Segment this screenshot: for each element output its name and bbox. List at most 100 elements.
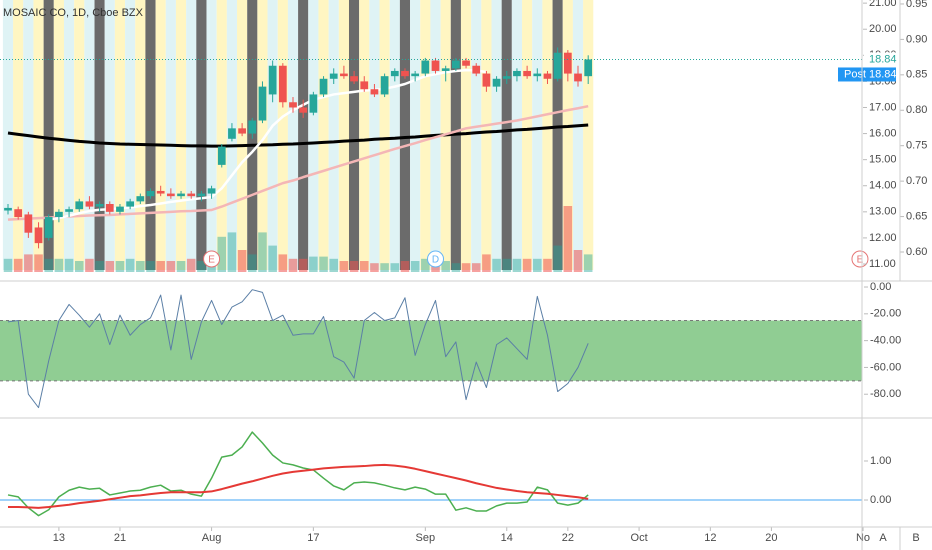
volume-bar [105, 261, 115, 272]
y-tick-label: 15.00 [869, 154, 897, 166]
y-tick-label: 0.65 [906, 210, 927, 222]
candle-body [207, 188, 216, 194]
volume-bar [248, 254, 257, 272]
volume-bar [186, 258, 196, 272]
session-stripe [114, 0, 126, 270]
candle-body [14, 209, 23, 218]
volume-bar [390, 263, 400, 272]
session-stripe [43, 0, 54, 270]
y-tick-label: 13.00 [869, 206, 897, 218]
candle-body [380, 76, 389, 95]
volume-bar [553, 245, 562, 272]
event-marker [203, 250, 221, 268]
session-stripe [328, 0, 339, 270]
candle-body [319, 78, 328, 95]
candle-body [451, 60, 460, 69]
candle-body [482, 73, 491, 87]
volume-bar [410, 261, 420, 272]
series-line [8, 463, 589, 509]
candle-body [390, 70, 399, 77]
candle-body [34, 227, 43, 244]
volume-bar [24, 254, 33, 272]
session-stripe [369, 0, 380, 270]
candle-body [65, 209, 73, 212]
y-tick-label: 0.75 [906, 140, 927, 152]
session-stripe [74, 0, 85, 270]
post-tag-label: 18.84 [869, 68, 897, 80]
x-tick-label: 14 [501, 532, 513, 544]
x-tick-label: Sep [416, 532, 436, 544]
volume-bar [380, 263, 389, 272]
y-tick-label: -80.00 [870, 388, 901, 400]
session-stripe [481, 0, 492, 270]
x-tick-label: Oct [631, 532, 648, 544]
session-stripe [542, 0, 553, 270]
candle-body [44, 217, 53, 238]
scale-button[interactable]: B [912, 532, 919, 544]
event-label: E [857, 255, 864, 266]
volume-bar [471, 263, 481, 272]
x-tick-label: 17 [307, 532, 319, 544]
candle-body [75, 201, 84, 210]
session-stripe [491, 0, 502, 270]
volume-bar [339, 261, 349, 272]
volume-bar [44, 258, 53, 272]
candle-body [166, 193, 175, 197]
session-stripe [348, 0, 360, 270]
volume-bar [441, 261, 450, 272]
event-marker [427, 250, 445, 268]
volume-bar [217, 236, 227, 272]
candle-body [431, 60, 440, 71]
band [0, 320, 862, 381]
session-stripe [175, 0, 187, 270]
candle-body [340, 73, 348, 77]
volume-bar [115, 261, 125, 272]
volume-bar [176, 261, 186, 272]
volume-bar [533, 258, 542, 272]
session-stripe [63, 0, 75, 270]
volume-bar [349, 261, 359, 272]
y-tick-label: 16.00 [869, 127, 897, 139]
candle-body [523, 70, 531, 77]
volume-bar [563, 206, 573, 272]
candle-body [187, 193, 196, 197]
candle-body [268, 65, 277, 95]
y-tick-label: 1.00 [870, 455, 891, 467]
candle-body [584, 59, 593, 77]
candle-body [553, 52, 562, 79]
session-stripe [2, 0, 14, 270]
x-tick-label: 12 [704, 532, 716, 544]
candle-body [248, 120, 257, 134]
volume-bar [166, 261, 176, 272]
volume-bar [64, 258, 74, 272]
y-tick-label: 0.90 [906, 33, 927, 45]
volume-bar [136, 261, 145, 272]
session-stripe [552, 0, 563, 270]
candle-body [421, 60, 430, 74]
candle-body [95, 204, 104, 207]
session-stripe [267, 0, 278, 270]
volume-bar [309, 256, 318, 272]
y-tick-label: 0.70 [906, 175, 927, 187]
scale-button[interactable]: A [879, 532, 887, 544]
session-stripe [298, 0, 309, 270]
y-tick-label: 0.00 [870, 494, 891, 506]
session-stripe [94, 0, 105, 270]
candle-body [543, 73, 552, 79]
candle-body [441, 68, 450, 71]
volume-bar [85, 258, 94, 272]
candle-body [258, 86, 267, 121]
y-tick-label: 14.00 [869, 180, 897, 192]
volume-bar [492, 258, 501, 272]
candle-body [513, 70, 521, 77]
x-tick-label: Aug [202, 532, 222, 544]
y-tick-label: 0.00 [870, 281, 891, 293]
volume-bar [502, 258, 512, 272]
session-stripe [338, 0, 349, 270]
session-stripe [104, 0, 115, 270]
series-line [7, 289, 589, 409]
x-tick-label: 21 [114, 532, 126, 544]
volume-bar [237, 250, 247, 272]
session-stripe [135, 0, 146, 270]
session-stripe [511, 0, 523, 270]
